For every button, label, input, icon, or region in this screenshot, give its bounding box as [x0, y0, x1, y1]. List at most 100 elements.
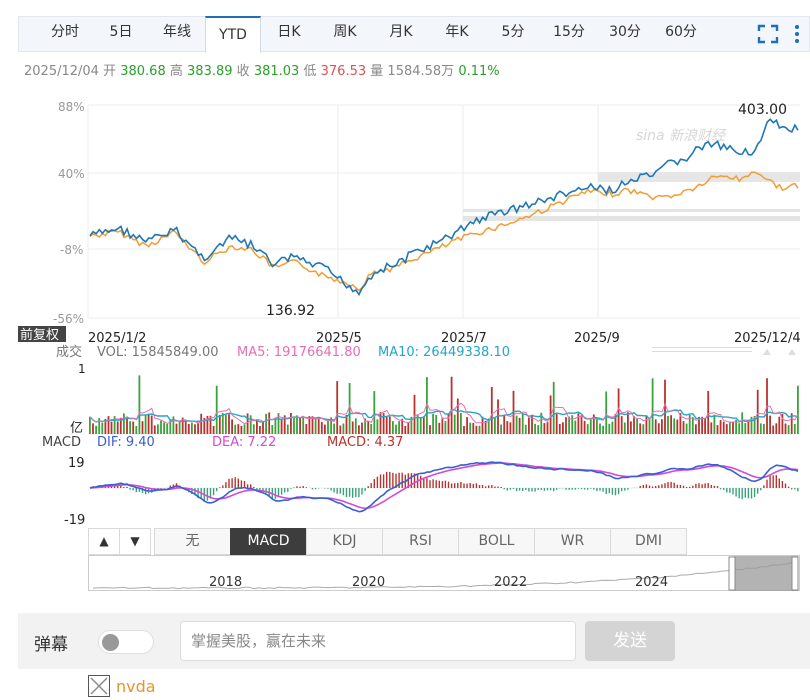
macd-bar	[716, 486, 719, 488]
volume-bar	[540, 412, 543, 434]
macd-bar	[212, 488, 215, 496]
volume-bar	[429, 425, 431, 434]
macd-bar	[794, 488, 796, 490]
macd-histogram	[92, 471, 799, 501]
macd-panel-label: MACD	[42, 435, 81, 450]
quote-info-line: 2025/12/04 开 380.68 高 383.89 收 381.03 低 …	[24, 60, 500, 79]
range-selection-window[interactable]	[734, 556, 798, 591]
macd-bar	[587, 488, 589, 490]
more-menu-icon[interactable]	[793, 24, 801, 44]
volume-bar	[379, 412, 382, 434]
tab-2[interactable]: 年线	[163, 24, 191, 40]
macd-bar	[692, 485, 694, 488]
macd-bar	[491, 485, 493, 488]
tab-8[interactable]: 5分	[501, 24, 525, 40]
send-button[interactable]: 发送	[585, 621, 675, 661]
macd-bar	[797, 488, 799, 492]
macd-bar	[605, 488, 607, 494]
volume-bar	[509, 422, 512, 434]
volume-bar	[500, 424, 502, 434]
panel-down-button[interactable]: ▼	[119, 528, 151, 555]
macd-bar	[682, 485, 685, 488]
adjust-label-bg[interactable]	[18, 326, 66, 342]
volume-bar	[716, 425, 719, 434]
volume-bar	[713, 414, 716, 434]
macd-bar	[651, 486, 654, 488]
volume-bar	[531, 414, 533, 434]
volume-bar	[237, 424, 240, 434]
volume-bar	[200, 413, 203, 434]
tab-4[interactable]: 日K	[277, 24, 301, 40]
volume-bar	[256, 420, 258, 434]
volume-bar	[169, 419, 172, 434]
volume-bar	[466, 417, 468, 434]
volume-bar	[506, 421, 509, 434]
volume-bar	[422, 416, 425, 434]
indicator-tab-0[interactable]: 无	[154, 528, 231, 555]
macd-bar	[723, 488, 725, 491]
macd-bar	[565, 488, 567, 490]
adjust-label[interactable]: 前复权	[20, 327, 59, 343]
stock-chart[interactable]: 88% 40% -8% -56% sina 新浪财经 403.00 136.92…	[0, 0, 810, 528]
panel-up-button[interactable]: ▲	[88, 528, 120, 555]
macd-bar	[787, 486, 790, 488]
volume-bar	[472, 422, 475, 434]
macd-bar	[432, 479, 434, 488]
compare-remove-checkbox[interactable]	[88, 675, 110, 697]
macd-bar	[345, 488, 348, 498]
volume-bar	[670, 415, 672, 434]
volume-bar	[358, 425, 360, 434]
tab-5[interactable]: 周K	[333, 24, 357, 40]
compare-symbol[interactable]: nvda	[116, 676, 156, 696]
volume-bar	[175, 423, 178, 434]
macd-bar	[488, 485, 490, 488]
tab-7[interactable]: 年K	[445, 24, 469, 40]
indicator-tab-6[interactable]: DMI	[610, 528, 687, 555]
tab-9[interactable]: 15分	[553, 24, 585, 40]
volume-bar	[376, 419, 379, 434]
tab-11[interactable]: 60分	[665, 24, 697, 40]
volume-bar	[444, 421, 447, 434]
danmu-input[interactable]: 掌握美股，赢在未来	[180, 621, 576, 661]
indicator-tab-3[interactable]: RSI	[382, 528, 459, 555]
volume-bar	[460, 413, 462, 434]
macd-bar	[426, 478, 428, 488]
tab-1[interactable]: 5日	[109, 24, 133, 40]
volume-bar	[246, 413, 249, 434]
tab-6[interactable]: 月K	[389, 24, 413, 40]
volume-bar	[361, 422, 363, 434]
x-tick-may: 2025/5	[316, 331, 362, 346]
macd-bar	[655, 486, 657, 488]
range-navigator[interactable]: 2018 2020 2022 2024	[88, 555, 800, 591]
indicator-tab-1[interactable]: MACD	[230, 528, 307, 555]
volume-bar	[147, 414, 150, 434]
volume-bar	[89, 416, 91, 434]
macd-bar	[265, 488, 267, 493]
volume-bar	[688, 414, 691, 434]
danmu-toggle[interactable]	[98, 630, 154, 654]
indicator-tab-5[interactable]: WR	[534, 528, 611, 555]
macd-bar	[246, 484, 249, 488]
macd-bar	[364, 488, 366, 491]
volume-bar	[469, 422, 472, 434]
indicator-tab-2[interactable]: KDJ	[306, 528, 383, 555]
range-left-handle[interactable]	[728, 556, 736, 591]
tab-10[interactable]: 30分	[609, 24, 641, 40]
volume-bar	[521, 413, 524, 434]
macd-bar	[117, 485, 119, 488]
macd-bar	[129, 488, 131, 490]
indicator-tab-4[interactable]: BOLL	[458, 528, 535, 555]
volume-bar	[565, 417, 567, 434]
macd-bar	[336, 488, 338, 494]
volume-bar	[763, 423, 765, 434]
volume-bar	[651, 378, 654, 434]
fullscreen-icon[interactable]	[757, 24, 779, 44]
tab-3[interactable]: YTD	[205, 16, 261, 53]
volume-bar	[191, 422, 193, 434]
range-right-handle[interactable]	[791, 556, 799, 591]
tab-0[interactable]: 分时	[51, 24, 79, 40]
macd-bar	[280, 488, 283, 495]
macd-bar	[775, 475, 777, 488]
macd-bar	[358, 488, 360, 498]
macd-bar	[225, 482, 227, 488]
